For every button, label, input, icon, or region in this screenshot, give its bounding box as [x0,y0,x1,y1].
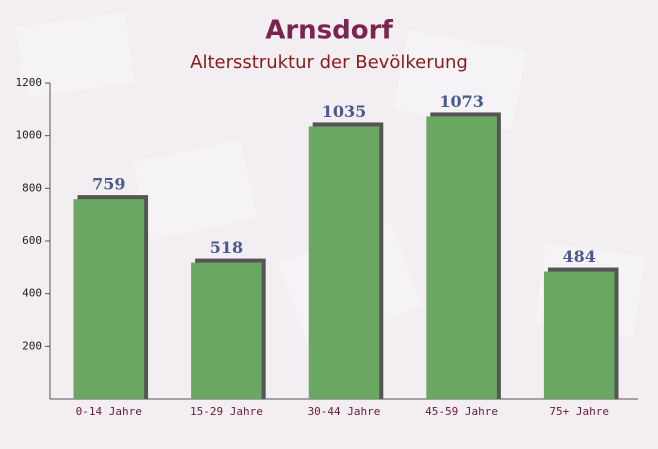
bar [426,116,497,400]
chart-subtitle: Altersstruktur der Bevölkerung [190,52,468,73]
value-label: 518 [210,238,243,257]
value-label: 484 [562,247,595,266]
x-tick-label: 45-59 Jahre [425,405,498,418]
bar [191,262,262,399]
y-tick-label: 400 [22,287,42,300]
y-tick-label: 1000 [16,129,43,142]
y-tick-label: 600 [22,234,42,247]
y-tick-label: 800 [22,181,42,194]
bar [543,271,615,399]
bar [308,126,380,399]
bar [73,199,145,399]
value-label: 1073 [439,92,484,111]
x-tick-label: 30-44 Jahre [308,405,381,418]
x-tick-label: 75+ Jahre [549,405,609,418]
x-tick-label: 15-29 Jahre [190,405,263,418]
x-tick-label: 0-14 Jahre [76,405,142,418]
y-tick-label: 200 [22,339,42,352]
value-label: 759 [92,175,125,194]
y-tick-label: 1200 [16,76,43,89]
value-label: 1035 [322,102,367,121]
chart-title: Arnsdorf [265,16,393,46]
